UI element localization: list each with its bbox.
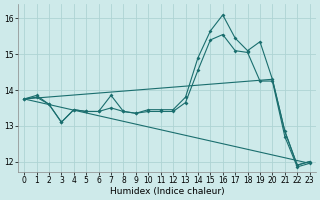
X-axis label: Humidex (Indice chaleur): Humidex (Indice chaleur) bbox=[109, 187, 224, 196]
